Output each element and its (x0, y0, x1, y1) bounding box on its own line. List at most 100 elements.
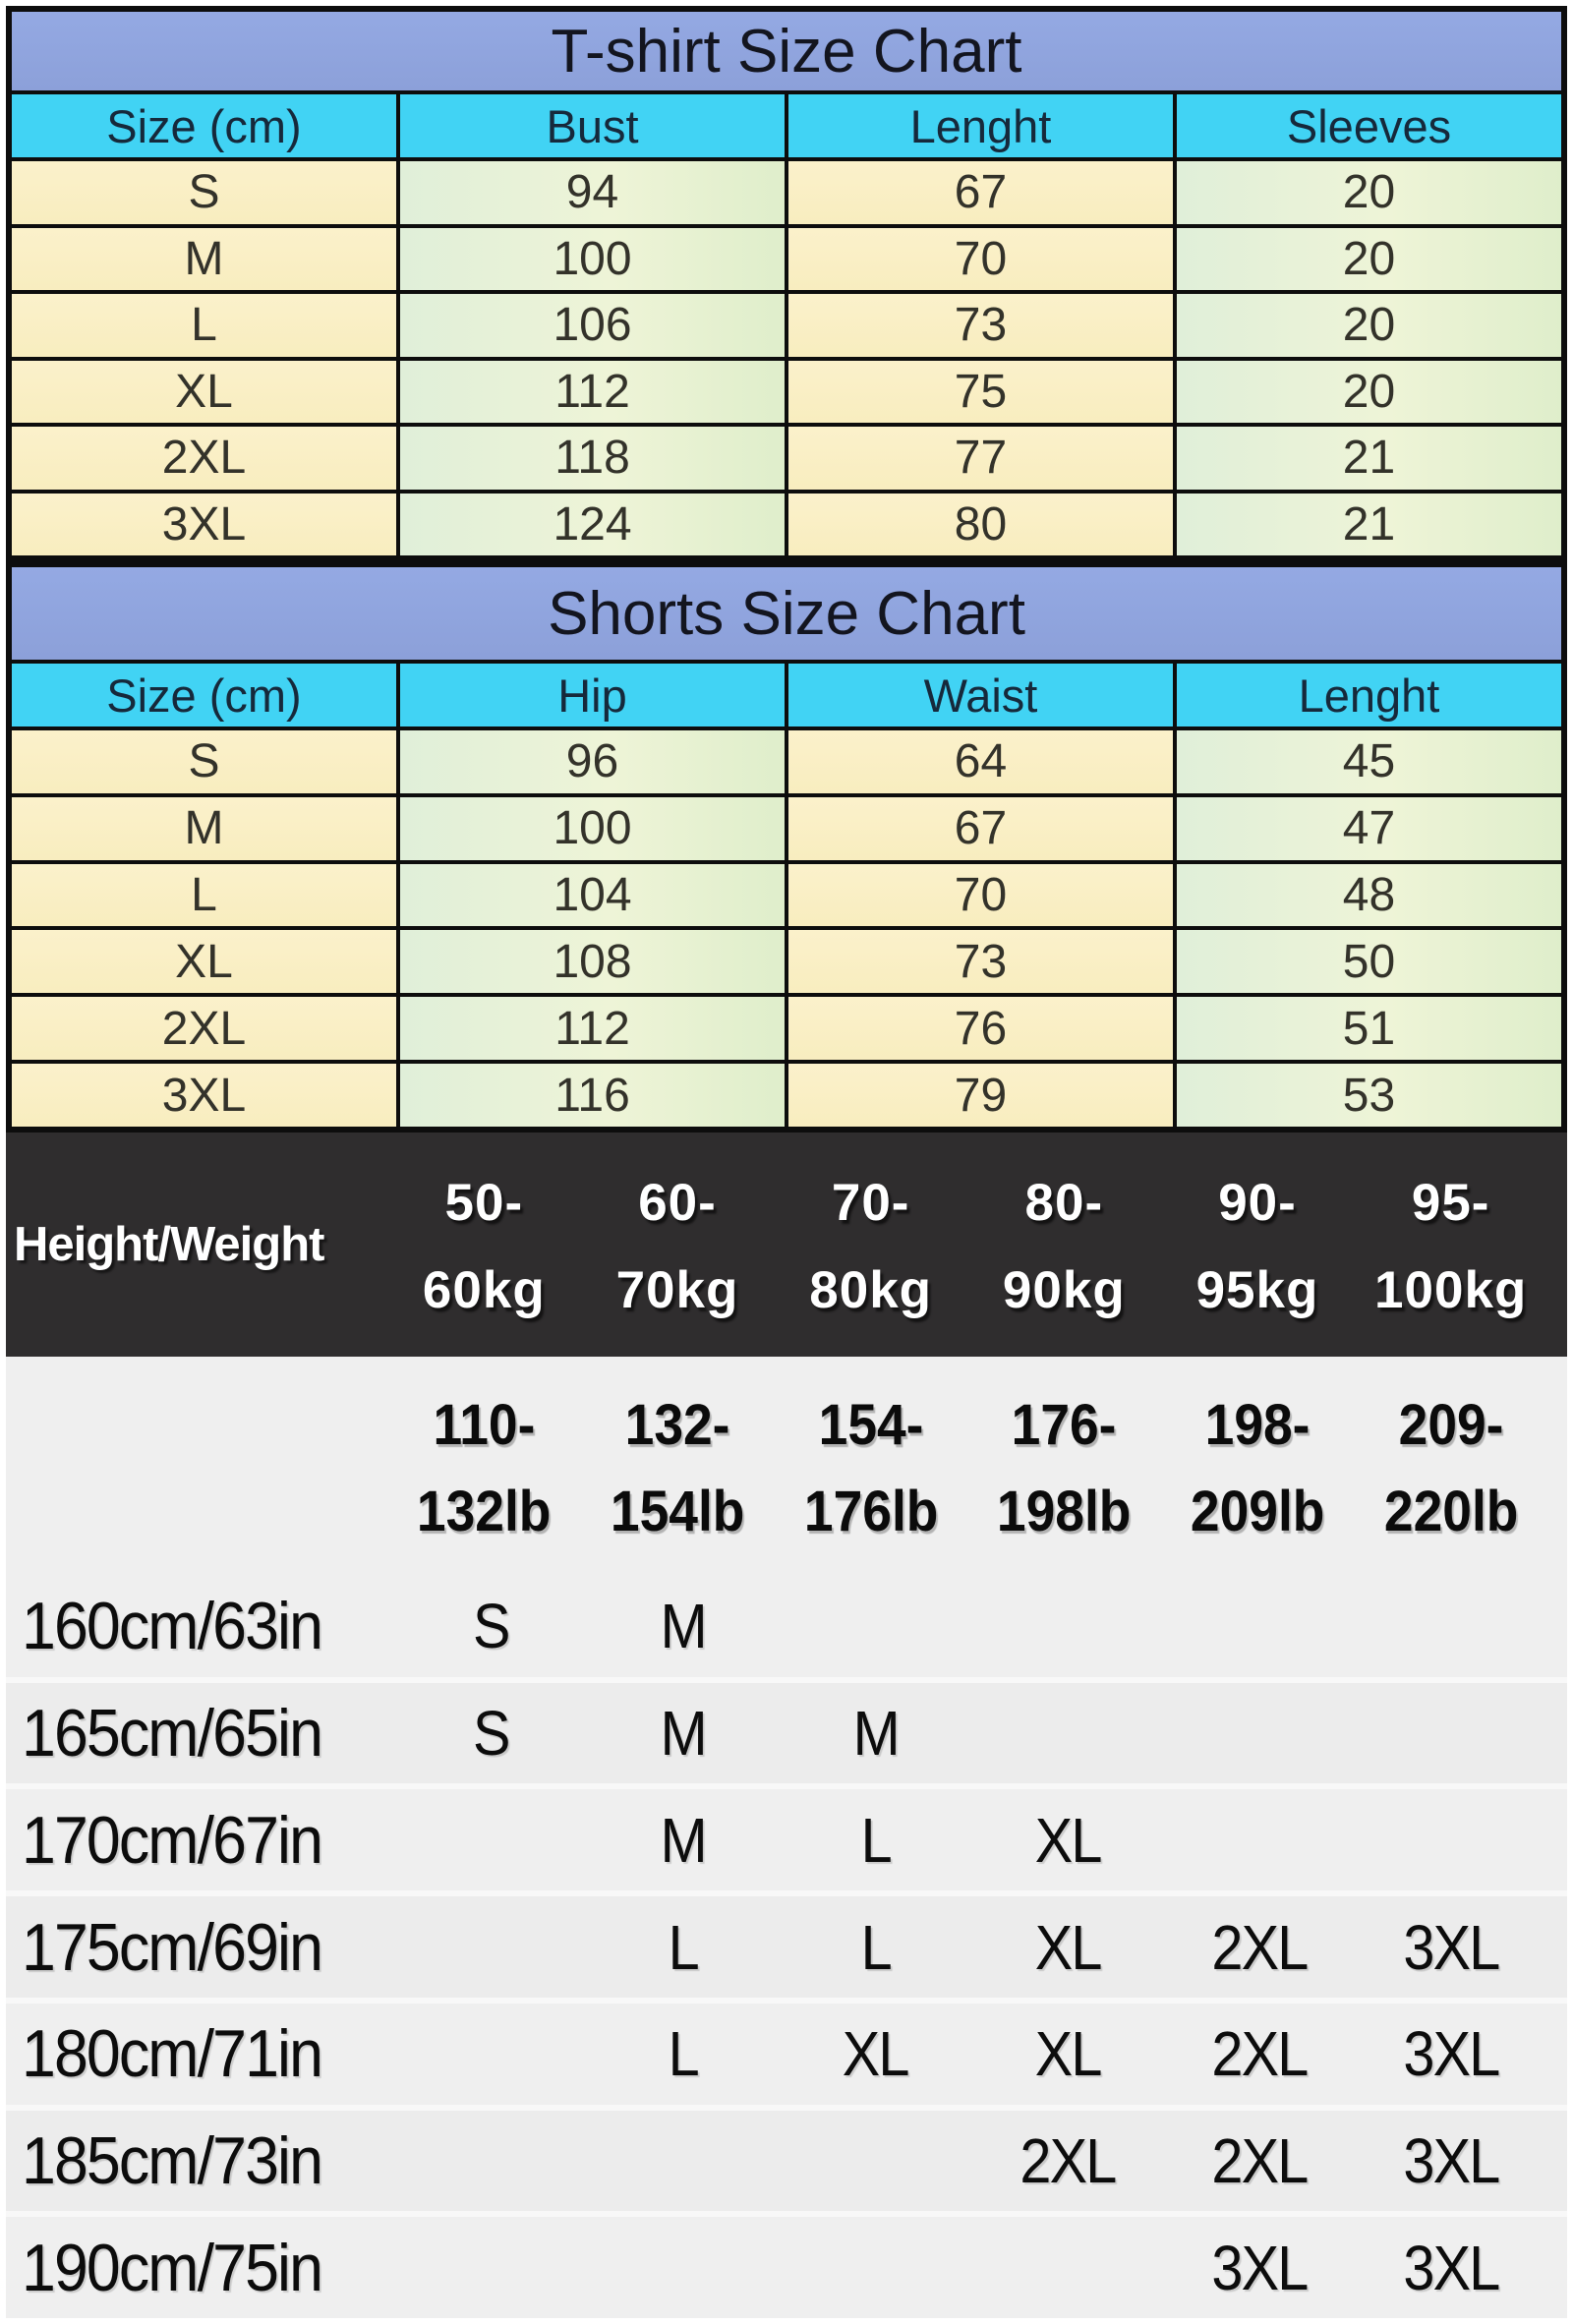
matrix-row: 175cm/69in L L XL 2XL 3XL (6, 1896, 1567, 1998)
measurement-cell: 64 (788, 730, 1173, 793)
measurement-cell: 70 (788, 863, 1173, 927)
measurement-cell: 20 (1177, 360, 1561, 423)
recommended-size: M (660, 1591, 708, 1662)
measurement-cell: 94 (400, 161, 785, 224)
measurement-cell: 45 (1177, 730, 1561, 793)
weight-kg-range-text: 50- (444, 1174, 524, 1233)
size-cell: 2XL (12, 427, 396, 490)
weight-kg-column: 50- 60kg (387, 1133, 581, 1357)
measurement-cell: 73 (788, 294, 1173, 357)
weight-lb-range-text: 209- (1398, 1392, 1504, 1457)
recommended-size: 3XL (1403, 1911, 1501, 1983)
weight-kg-column: 80- 90kg (967, 1133, 1161, 1357)
measurement-cell: 112 (400, 360, 785, 423)
measurement-cell: 118 (400, 427, 785, 490)
recommended-size: 3XL (1211, 2232, 1309, 2303)
size-cell: S (12, 161, 396, 224)
weight-lb-column: 209- 220lb (1354, 1357, 1547, 1576)
weight-kg-range-text: 70kg (615, 1260, 739, 1319)
measurement-cell: 50 (1177, 930, 1561, 994)
weight-lb-range-text: 132- (624, 1392, 730, 1457)
measurement-cell: 77 (788, 427, 1173, 490)
matrix-row: 185cm/73in 2XL 2XL 3XL (6, 2110, 1567, 2212)
shorts-table-title: Shorts Size Chart (12, 567, 1561, 660)
measurement-cell: 21 (1177, 493, 1561, 555)
height-size-matrix: 160cm/63in S M 165cm/65in S M M 170cm/67in M L XL 1… (6, 1576, 1567, 2319)
size-cell: M (12, 796, 396, 860)
recommended-size: L (668, 1911, 700, 1983)
matrix-row: 180cm/71in L XL XL 2XL 3XL (6, 2003, 1567, 2105)
weight-kg-range-text: 90- (1218, 1174, 1297, 1233)
weight-kg-range-text: 70- (831, 1174, 910, 1233)
measurement-cell: 116 (400, 1064, 785, 1127)
weight-lb-range-text: 176lb (803, 1480, 938, 1544)
measurement-cell: 106 (400, 294, 785, 357)
tshirt-table-title: T-shirt Size Chart (12, 12, 1561, 90)
weight-kg-range-text: 100kg (1374, 1260, 1528, 1319)
column-header: Size (cm) (12, 94, 396, 157)
recommended-size: S (473, 1591, 510, 1662)
measurement-cell: 67 (788, 161, 1173, 224)
measurement-cell: 104 (400, 863, 785, 927)
size-cell: XL (12, 360, 396, 423)
weight-kg-range-text: 95- (1411, 1174, 1490, 1233)
height-label: 160cm/63in (22, 1589, 323, 1664)
weight-kg-column: 60- 70kg (581, 1133, 775, 1357)
recommended-size: XL (1034, 2018, 1102, 2090)
weight-kg-range-text: 90kg (1002, 1260, 1126, 1319)
weight-kg-range-text: 80- (1024, 1174, 1104, 1233)
size-cell: L (12, 863, 396, 927)
matrix-row: 165cm/65in S M M (6, 1682, 1567, 1784)
weight-lb-column: 132- 154lb (581, 1357, 775, 1576)
matrix-row: 160cm/63in S M (6, 1576, 1567, 1677)
measurement-cell: 112 (400, 997, 785, 1061)
measurement-cell: 100 (400, 227, 785, 290)
recommended-size: XL (1034, 1804, 1102, 1876)
weight-kg-range-text: 95kg (1195, 1260, 1319, 1319)
measurement-cell: 124 (400, 493, 785, 555)
weight-kg-range-text: 60kg (422, 1260, 546, 1319)
recommended-size: S (473, 1698, 510, 1770)
height-label: 170cm/67in (22, 1802, 323, 1878)
column-header: Lenght (1177, 664, 1561, 726)
column-header: Waist (788, 664, 1173, 726)
height-label: 175cm/69in (22, 1909, 323, 1985)
measurement-cell: 70 (788, 227, 1173, 290)
measurement-cell: 108 (400, 930, 785, 994)
tshirt-size-table: T-shirt Size Chart Size (cm) Bust Lenght Sl… (6, 6, 1567, 561)
height-weight-label: Height/Weight (14, 1218, 324, 1271)
recommended-size: 3XL (1403, 2232, 1501, 2303)
weight-lb-column: 198- 209lb (1161, 1357, 1355, 1576)
size-cell: 3XL (12, 1064, 396, 1127)
measurement-cell: 47 (1177, 796, 1561, 860)
column-header: Size (cm) (12, 664, 396, 726)
measurement-cell: 20 (1177, 161, 1561, 224)
size-cell: 3XL (12, 493, 396, 555)
column-header: Hip (400, 664, 785, 726)
weight-kg-column: 95- 100kg (1354, 1133, 1547, 1357)
weight-kg-column: 70- 80kg (774, 1133, 967, 1357)
recommended-size: XL (842, 2018, 910, 2090)
measurement-cell: 75 (788, 360, 1173, 423)
weight-lb-range-text: 132lb (417, 1480, 552, 1544)
size-cell: M (12, 227, 396, 290)
matrix-row: 170cm/67in M L XL (6, 1789, 1567, 1891)
height-weight-kg-header-band: Height/Weight 50- 60kg 60- 70kg 70- 80kg 80- 90… (6, 1133, 1567, 1357)
measurement-cell: 96 (400, 730, 785, 793)
recommended-size: 3XL (1403, 2124, 1501, 2196)
column-header: Bust (400, 94, 785, 157)
weight-lb-range-text: 220lb (1383, 1480, 1518, 1544)
recommended-size: M (660, 1804, 708, 1876)
weight-lb-range-text: 209lb (1190, 1480, 1325, 1544)
recommended-size: 2XL (1020, 2124, 1117, 2196)
weight-lb-range-text: 198- (1204, 1392, 1311, 1457)
weight-lb-column: 110- 132lb (387, 1357, 581, 1576)
measurement-cell: 80 (788, 493, 1173, 555)
measurement-cell: 20 (1177, 294, 1561, 357)
measurement-cell: 51 (1177, 997, 1561, 1061)
measurement-cell: 100 (400, 796, 785, 860)
recommended-size: XL (1034, 1911, 1102, 1983)
matrix-row: 190cm/75in 3XL 3XL (6, 2217, 1567, 2319)
weight-lb-column: 176- 198lb (967, 1357, 1161, 1576)
